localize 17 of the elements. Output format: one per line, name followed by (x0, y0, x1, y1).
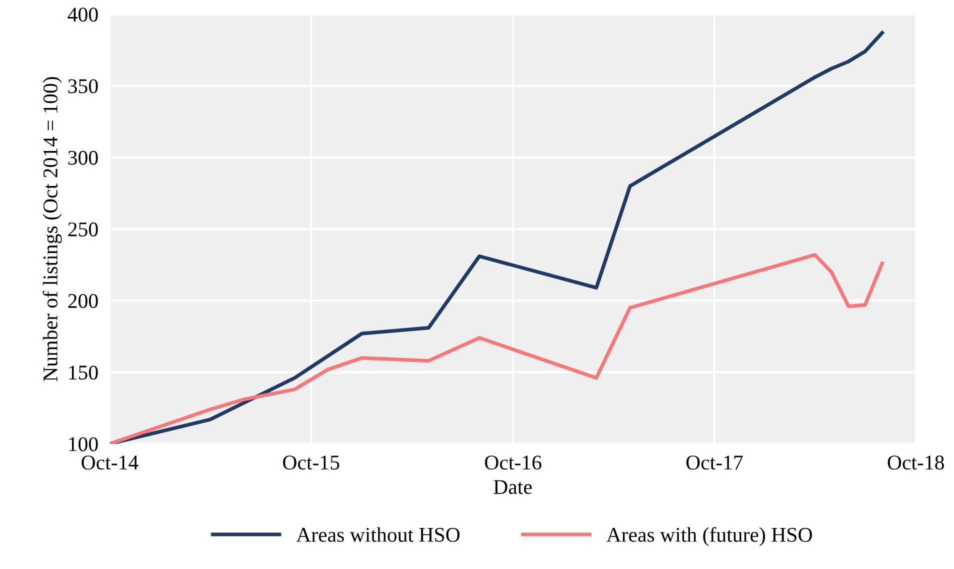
y-tick-label: 200 (68, 294, 98, 308)
line-series (110, 252, 884, 444)
y-tick-label: 300 (68, 150, 98, 165)
y-tick-label: 350 (68, 79, 98, 94)
x-tick-label: Oct-14 (82, 456, 138, 470)
legend-label: Areas without HSO (296, 527, 460, 542)
x-tick-label: Oct-15 (283, 456, 340, 470)
y-tick-label: 250 (68, 222, 98, 236)
y-tick-label: 400 (68, 8, 98, 22)
x-tick-label: Oct-17 (686, 456, 743, 470)
x-tick-label: Oct-16 (484, 456, 542, 470)
legend-label: Areas with (future) HSO (606, 527, 812, 546)
x-tick-label: Oct-18 (888, 456, 944, 470)
y-tick-label: 150 (69, 366, 98, 380)
x-axis-title: Date (494, 480, 532, 494)
y-axis-title: Number of listings (Oct 2014 = 100) (42, 77, 62, 382)
y-tick-label: 100 (69, 437, 98, 452)
